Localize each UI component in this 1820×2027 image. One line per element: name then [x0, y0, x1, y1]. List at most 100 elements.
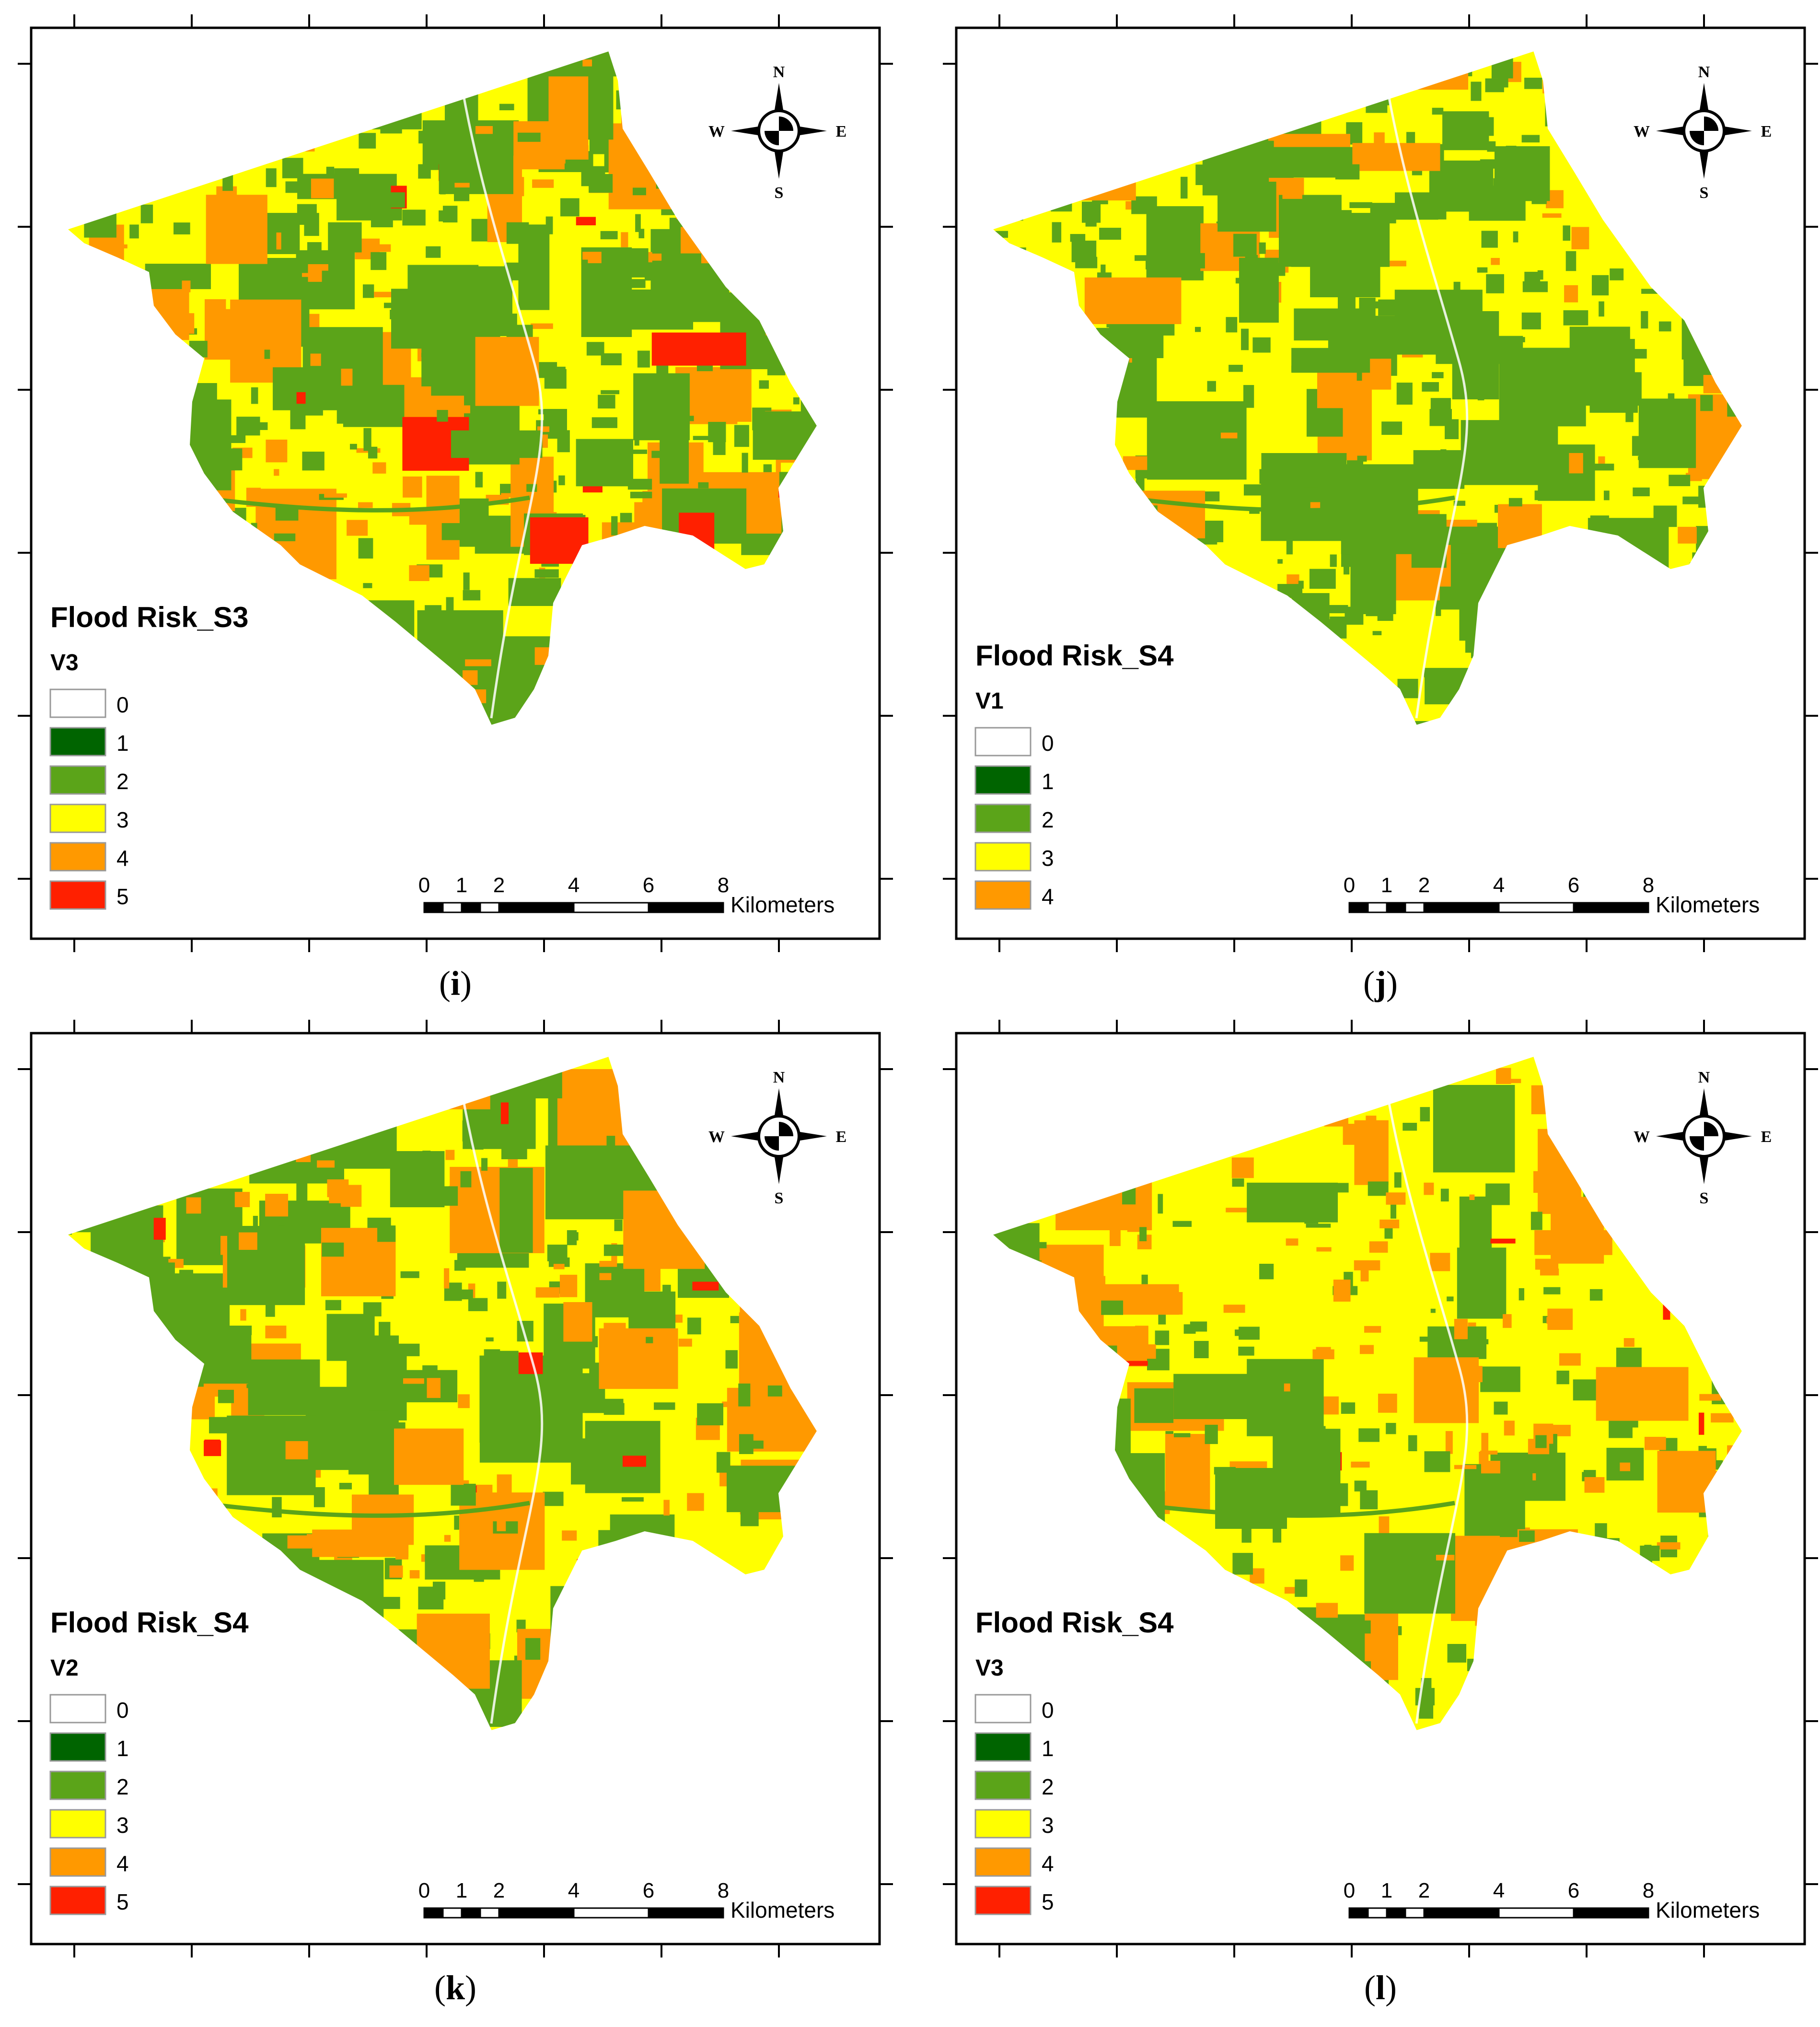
raster-patch: [1508, 194, 1515, 202]
scale-tick-label: 2: [1418, 874, 1430, 897]
raster-patch: [1071, 240, 1097, 262]
raster-patch: [692, 1281, 719, 1291]
compass-n-label: N: [773, 63, 785, 81]
scale-tick-label: 8: [1643, 1879, 1654, 1902]
raster-patch: [1589, 1289, 1603, 1301]
raster-patch: [1565, 251, 1577, 271]
legend-variant: V1: [975, 688, 1004, 714]
scale-segment: [1404, 1907, 1425, 1919]
raster-patch: [1358, 1428, 1379, 1442]
raster-patch: [1390, 1204, 1397, 1219]
raster-patch: [687, 1493, 704, 1511]
raster-patch: [599, 1398, 624, 1408]
raster-patch: [1259, 469, 1266, 484]
legend-swatch: [49, 688, 106, 718]
raster-patch: [525, 1638, 541, 1660]
raster-patch: [1381, 421, 1403, 435]
legend-label: 0: [116, 1698, 129, 1723]
scale-segment: [1573, 902, 1649, 913]
scale-tick-label: 1: [456, 874, 467, 897]
scale-tick-label: 2: [493, 1879, 505, 1902]
raster-patch: [1700, 395, 1713, 411]
raster-patch: [422, 1151, 431, 1162]
raster-patch: [390, 310, 397, 319]
stream-line: [1124, 1501, 1455, 1518]
scale-segment: [498, 902, 575, 913]
raster-patch: [317, 1160, 335, 1168]
raster-patch: [296, 1180, 308, 1202]
compass-quadrant: [765, 1136, 779, 1151]
raster-patch: [1070, 234, 1086, 242]
raster-patch: [1304, 477, 1318, 488]
raster-patch: [421, 353, 437, 358]
raster-patch: [441, 523, 461, 540]
raster-patch: [1421, 1678, 1432, 1699]
raster-patch: [313, 1487, 325, 1507]
raster-patch: [591, 417, 617, 428]
scale-tick-label: 4: [1493, 1879, 1505, 1902]
scale-segment: [461, 902, 481, 913]
raster-patch: [451, 430, 543, 458]
legend-title: Flood Risk_S3: [50, 601, 248, 633]
compass-s-label: S: [1700, 1189, 1709, 1207]
raster-patch: [1481, 231, 1498, 248]
raster-patch: [1471, 82, 1482, 101]
raster-patch: [1508, 498, 1522, 507]
raster-patch: [1323, 605, 1348, 614]
scale-segment: [573, 902, 649, 913]
raster-patch: [1469, 424, 1493, 436]
scale-segment: [1348, 1907, 1369, 1919]
raster-patch: [1273, 1429, 1341, 1514]
raster-patch: [1158, 1194, 1163, 1214]
compass-rose: N S E W: [708, 1069, 846, 1207]
raster-patch: [1231, 1157, 1254, 1178]
legend-label: 3: [1042, 1813, 1054, 1838]
legend-swatch: [974, 1809, 1032, 1839]
raster-patch: [581, 259, 588, 265]
raster-patch: [1382, 1675, 1389, 1680]
raster-patch: [1468, 1322, 1476, 1327]
raster-patch: [429, 274, 438, 281]
raster-patch: [1155, 1330, 1170, 1345]
raster-patch: [676, 253, 702, 266]
raster-patch: [497, 1474, 512, 1494]
map-panel-k: N S E W Flood Risk_S4 V2 0 1 2 3 4 5 0 1 2 4 6 8Kilometer…: [18, 1020, 893, 1957]
raster-patch: [409, 565, 429, 582]
raster-patch: [630, 491, 652, 499]
raster-patch: [753, 411, 810, 460]
raster-patch: [1125, 1361, 1148, 1366]
raster-patch: [1369, 1241, 1388, 1253]
raster-patch: [1235, 278, 1257, 284]
legend-label: 2: [1042, 1774, 1054, 1799]
legend-swatch: [49, 727, 106, 757]
legend-label: 4: [116, 1851, 129, 1876]
raster-patch: [698, 482, 709, 489]
raster-patch: [1241, 1523, 1252, 1543]
raster-patch: [1454, 1318, 1468, 1340]
raster-patch: [1540, 1268, 1559, 1276]
raster-patch: [266, 168, 277, 187]
raster-patch: [437, 410, 448, 422]
legend-swatch: [974, 1847, 1032, 1877]
raster-patch: [1364, 1533, 1456, 1614]
raster-patch: [722, 1401, 734, 1407]
raster-patch: [341, 368, 353, 386]
scale-tick-label: 0: [418, 1879, 430, 1902]
scale-segment: [1348, 902, 1369, 913]
raster-patch: [685, 416, 694, 421]
raster-patch: [444, 1535, 451, 1542]
stream-line: [1386, 90, 1469, 719]
raster-patch: [1535, 1258, 1559, 1270]
raster-patch: [1214, 1467, 1236, 1475]
scale-tick-label: 1: [1381, 1879, 1392, 1902]
raster-patch: [1194, 326, 1201, 332]
raster-patch: [1453, 501, 1466, 506]
raster-patch: [725, 1350, 738, 1369]
raster-patch: [187, 1240, 203, 1249]
raster-patch: [340, 1185, 362, 1207]
raster-patch: [544, 369, 567, 389]
raster-patch: [1447, 1643, 1467, 1663]
legend-label: 1: [1042, 769, 1054, 794]
